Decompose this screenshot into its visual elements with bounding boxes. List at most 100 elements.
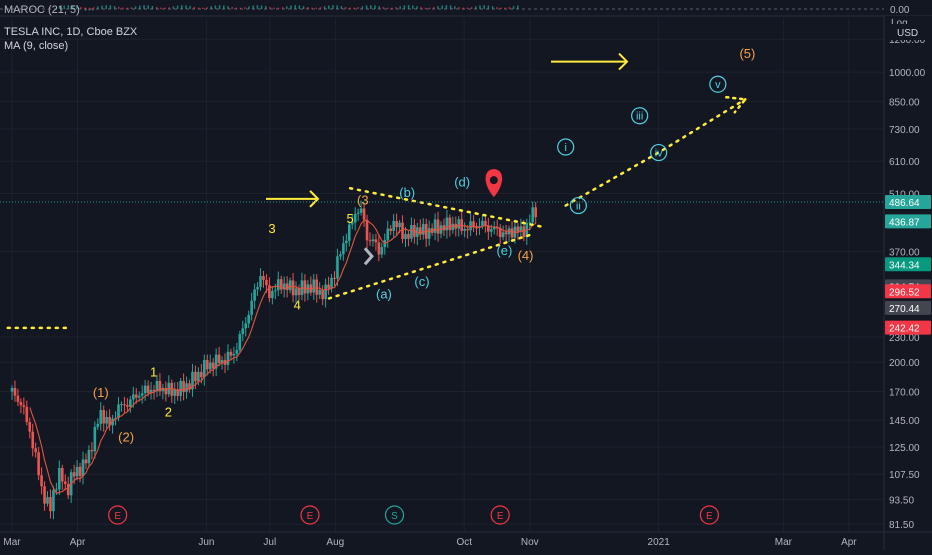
candle-body: [265, 279, 268, 286]
candle-body: [43, 486, 46, 504]
price-tick-label: 200.00: [889, 358, 920, 369]
candle-body: [271, 290, 274, 299]
candle-body: [303, 280, 307, 294]
candle-body: [321, 290, 324, 300]
location-pin-hole: [489, 176, 498, 185]
event-label: E: [307, 511, 314, 522]
candle-body: [401, 222, 404, 240]
wave-label: (2): [118, 429, 134, 444]
event-marker[interactable]: E: [490, 505, 510, 525]
scale-mode-label[interactable]: Log: [891, 18, 908, 29]
candle-body: [250, 300, 253, 315]
circle-marker: [650, 143, 668, 162]
candle-body: [389, 228, 393, 231]
price-badge: [885, 194, 931, 209]
price-badge-label: 270.44: [889, 304, 920, 315]
indicator-legend[interactable]: MAROC (21, 5) ⋯: [4, 3, 95, 17]
candle-body: [200, 371, 203, 378]
candle-body: [235, 349, 239, 354]
price-axis[interactable]: 1200.001000.00850.00730.00610.00510.0037…: [0, 16, 932, 550]
time-axis[interactable]: Mar Apr Jun Jul Aug Oct Nov 2021 Mar Apr: [0, 531, 932, 548]
candle-body: [34, 448, 37, 453]
candle-body: [504, 232, 508, 235]
candle-body: [49, 497, 52, 512]
time-tick-label: Apr: [70, 537, 86, 548]
price-tick-label: 730.00: [889, 125, 920, 136]
candle-body: [117, 404, 120, 419]
candle-body: [487, 225, 490, 232]
candle-body: [516, 226, 520, 232]
candle-body: [152, 389, 156, 392]
more-icon[interactable]: ⋯: [83, 4, 95, 16]
candle-body: [63, 481, 67, 484]
candle-body: [232, 353, 236, 356]
candle-body: [350, 222, 354, 225]
currency-label[interactable]: USD: [897, 28, 918, 39]
candle-body: [510, 228, 514, 238]
event-circle: [300, 505, 320, 525]
time-tick-label: Oct: [456, 537, 472, 548]
price-badge: [885, 320, 931, 335]
wave-annotations: (1)12(2)345(3 (b)(d)(a)(c)(e) (4)(5)iiiiii…: [93, 46, 756, 444]
candle-body: [217, 354, 221, 364]
candle-body: [371, 239, 375, 242]
candle-body: [244, 323, 248, 329]
candle-body: [179, 380, 182, 396]
wave-label: 2: [165, 405, 172, 420]
candle-body: [478, 226, 481, 228]
price-tick-label: 1000.00: [889, 68, 926, 79]
event-marker[interactable]: E: [300, 505, 320, 525]
circled-label-text: v: [715, 79, 721, 91]
candle-body: [448, 217, 452, 231]
candle-body: [238, 334, 242, 350]
event-marker[interactable]: E: [699, 505, 719, 525]
candle-body: [143, 385, 147, 394]
candle-body: [60, 467, 64, 482]
candle-body: [84, 459, 88, 464]
circle-marker: [709, 75, 727, 93]
candle-body: [262, 276, 265, 280]
candle-body: [374, 239, 378, 243]
candle-body: [149, 389, 153, 393]
wave-label: 3: [268, 221, 275, 236]
candle-body: [194, 371, 197, 382]
candle-body: [424, 223, 428, 239]
candle-body: [472, 221, 475, 228]
candle-body: [356, 212, 360, 214]
candle-body: [253, 289, 256, 301]
ma-legend: MA (9, close): [4, 40, 69, 52]
candle-body: [442, 225, 446, 231]
circled-wave-label: i: [557, 138, 575, 156]
candle-body: [205, 360, 209, 370]
candle-body: [176, 389, 179, 396]
price-tick-label: 370.00: [889, 247, 920, 258]
candle-body: [31, 431, 35, 449]
candle-body: [528, 222, 532, 224]
time-tick-label: Jun: [198, 537, 214, 548]
time-tick-label: Nov: [521, 537, 539, 548]
candle-body: [333, 277, 336, 279]
wave-label: (1): [93, 385, 109, 400]
candle-body: [129, 399, 132, 407]
candle-body: [93, 426, 97, 452]
event-marker[interactable]: S: [384, 505, 405, 525]
candle-body: [214, 354, 218, 369]
event-label: E: [114, 511, 121, 522]
candle-body: [324, 284, 327, 300]
candle-body: [188, 383, 191, 390]
event-marker[interactable]: E: [108, 505, 128, 525]
candle-body: [28, 422, 32, 432]
candle-body: [330, 277, 333, 289]
candle-body: [25, 406, 29, 423]
price-badge-label: 486.64: [889, 198, 920, 209]
circled-wave-label: ii: [569, 196, 587, 215]
arrow-right-1: [266, 190, 320, 208]
candle-body: [353, 213, 357, 223]
chevron-right-icon: [363, 247, 374, 266]
candle-body: [211, 362, 215, 369]
candle-body: [137, 395, 141, 398]
candle-body: [430, 228, 434, 233]
candle-body: [155, 380, 159, 392]
